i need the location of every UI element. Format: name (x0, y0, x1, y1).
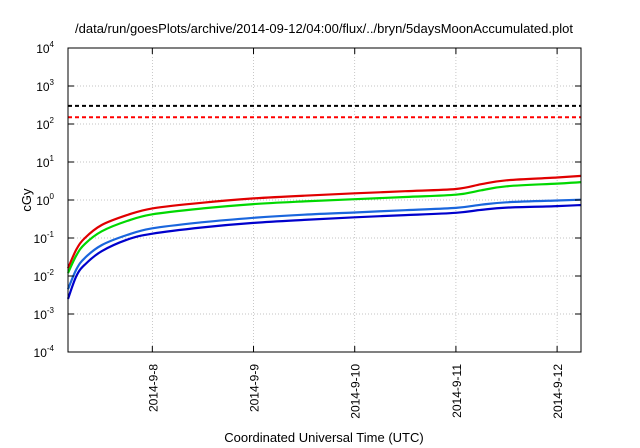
series-line (66, 203, 582, 300)
x-tick-label: 2014-9-10 (349, 364, 363, 419)
y-tick-label: 100 (36, 192, 54, 208)
threshold-lines (68, 104, 581, 119)
series-line (66, 198, 582, 290)
y-tick-label: 10-3 (34, 306, 55, 322)
y-axis: 10-4 10-3 10-2 10-1 100 101 102 103 104 (34, 40, 581, 360)
series-line (66, 174, 582, 269)
x-tick-label: 2014-9-11 (450, 364, 464, 418)
y-tick-label: 102 (36, 116, 54, 132)
y-tick-label: 10-4 (34, 344, 55, 360)
x-tick-label: 2014-9-8 (146, 364, 160, 412)
y-tick-label: 101 (36, 154, 54, 170)
series-line (67, 181, 582, 274)
y-tick-label: 104 (36, 40, 54, 56)
x-axis-label: Coordinated Universal Time (UTC) (224, 430, 423, 445)
x-tick-label: 2014-9-12 (551, 364, 565, 419)
x-tick-label: 2014-9-9 (248, 364, 262, 412)
series-lines (66, 174, 582, 300)
y-axis-label: cGy (19, 188, 34, 212)
chart-title: /data/run/goesPlots/archive/2014-09-12/0… (75, 21, 573, 36)
x-axis: 2014-9-8 2014-9-9 2014-9-10 2014-9-11 2014-9… (146, 48, 565, 419)
y-tick-label: 10-1 (34, 230, 55, 246)
y-tick-label: 10-2 (34, 268, 55, 284)
y-tick-label: 103 (36, 78, 54, 94)
